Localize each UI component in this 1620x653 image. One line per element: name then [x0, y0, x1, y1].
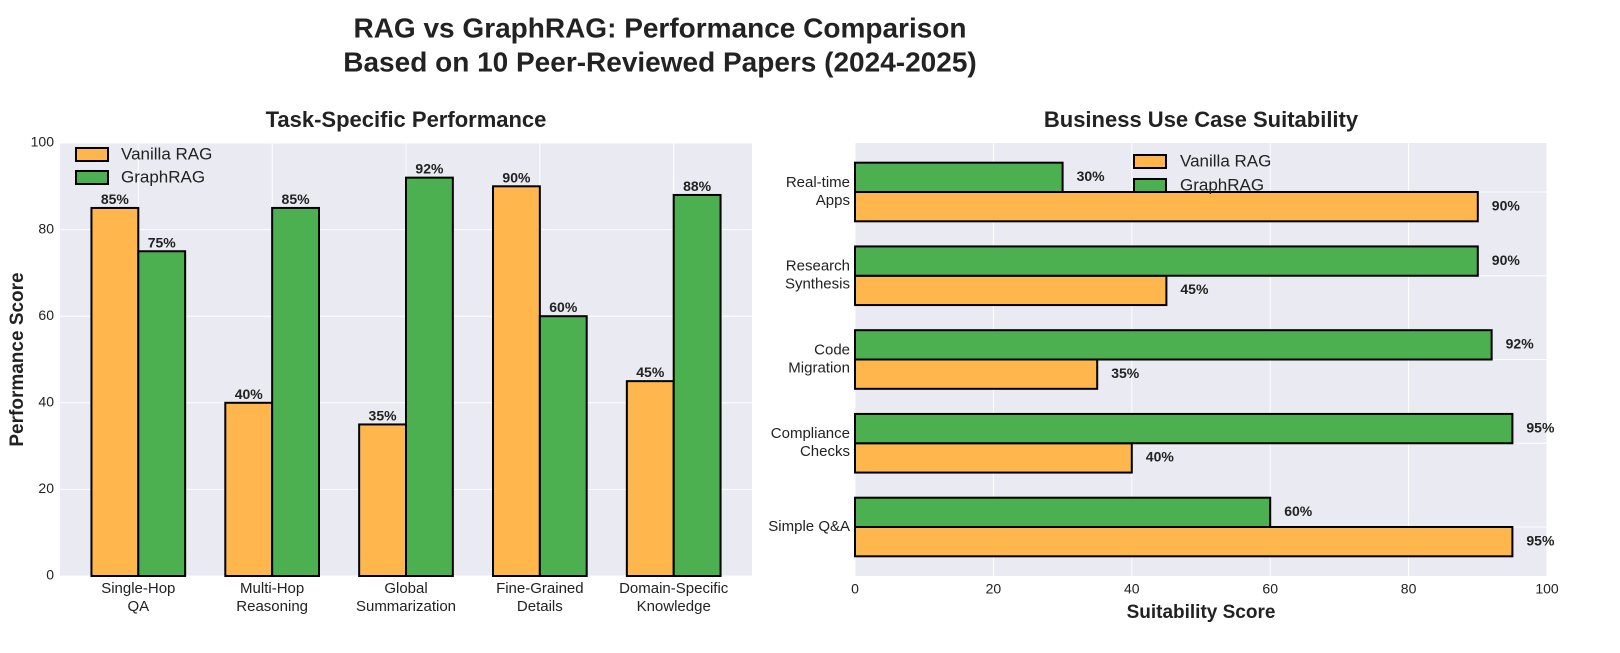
x-tick-label: 100	[1535, 581, 1559, 597]
data-label: 90%	[502, 169, 531, 185]
x-tick-label: Details	[517, 598, 563, 615]
x-tick-label: Knowledge	[637, 598, 711, 615]
x-tick-label: 80	[1401, 581, 1417, 597]
data-label: 95%	[1526, 419, 1555, 435]
data-label: 95%	[1526, 532, 1555, 548]
y-axis-label: Performance Score	[7, 272, 28, 446]
bar-vanilla-rag	[854, 442, 1133, 474]
x-tick-label: Summarization	[356, 598, 456, 615]
bar-vanilla-rag	[224, 401, 274, 577]
data-label: 35%	[369, 407, 398, 423]
bar-vanilla-rag	[625, 380, 675, 577]
data-label: 75%	[148, 234, 177, 250]
data-label: 30%	[1077, 168, 1106, 184]
y-tick-label: 60	[38, 307, 54, 323]
x-tick-label: Multi-Hop	[240, 580, 304, 597]
data-label: 45%	[636, 364, 665, 380]
bar-vanilla-rag	[90, 206, 140, 577]
data-label: 60%	[1284, 503, 1313, 519]
data-label: 90%	[1492, 252, 1521, 268]
data-label: 40%	[1146, 449, 1175, 465]
y-tick-label: Compliance	[771, 425, 850, 442]
bar-vanilla-rag	[492, 185, 541, 578]
y-tick-label: Real-time	[786, 174, 850, 191]
x-tick-label: 0	[851, 581, 859, 597]
legend-swatch	[75, 147, 109, 162]
suptitle-line-2: Based on 10 Peer-Reviewed Papers (2024-2…	[343, 46, 976, 77]
bar-vanilla-rag	[854, 274, 1168, 307]
y-tick-label: 40	[38, 394, 54, 410]
y-tick-label: Checks	[800, 443, 850, 460]
bar-graphrag	[405, 176, 454, 577]
data-label: 90%	[1492, 197, 1521, 213]
bar-graphrag	[538, 315, 588, 577]
bar-vanilla-rag	[854, 190, 1479, 223]
y-tick-label: Simple Q&A	[768, 518, 850, 535]
legend-swatch	[75, 170, 109, 185]
bar-vanilla-rag	[358, 423, 407, 578]
data-label: 35%	[1111, 365, 1140, 381]
data-label: 85%	[101, 191, 130, 207]
x-tick-label: 20	[986, 581, 1002, 597]
legend-label: GraphRAG	[1180, 175, 1264, 194]
x-tick-label: Global	[384, 580, 427, 597]
legend-label: Vanilla RAG	[121, 144, 212, 163]
data-label: 92%	[415, 161, 444, 177]
y-tick-label: Code	[814, 341, 850, 358]
bar-graphrag	[672, 193, 722, 578]
x-tick-label: Single-Hop	[101, 580, 175, 597]
x-tick-label: Domain-Specific	[619, 580, 729, 597]
x-tick-label: 60	[1262, 581, 1278, 597]
bar-graphrag	[854, 329, 1493, 361]
chart-title: Task-Specific Performance	[266, 107, 547, 132]
bar-vanilla-rag	[854, 358, 1099, 390]
chart-title: Business Use Case Suitability	[1044, 107, 1359, 132]
legend-label: GraphRAG	[121, 167, 205, 186]
data-label: 45%	[1180, 281, 1209, 297]
bar-vanilla-rag	[854, 526, 1514, 558]
legend-swatch	[1133, 154, 1167, 169]
y-tick-label: Synthesis	[785, 276, 850, 293]
bar-graphrag	[854, 496, 1272, 529]
bar-graphrag	[854, 412, 1514, 445]
y-tick-label: 20	[38, 480, 54, 496]
bar-graphrag	[854, 161, 1064, 193]
x-tick-label: 40	[1124, 581, 1140, 597]
legend-label: Vanilla RAG	[1180, 151, 1271, 170]
bar-graphrag	[271, 206, 320, 577]
y-tick-label: Migration	[788, 359, 850, 376]
bar-graphrag	[137, 250, 187, 577]
data-label: 92%	[1506, 336, 1535, 352]
legend-swatch	[1133, 178, 1167, 193]
x-tick-label: QA	[127, 598, 149, 615]
x-tick-label: Fine-Grained	[496, 580, 584, 597]
suptitle-line-1: RAG vs GraphRAG: Performance Comparison	[353, 12, 966, 43]
y-tick-label: Apps	[816, 192, 850, 209]
data-label: 60%	[549, 299, 578, 315]
y-tick-label: 100	[31, 134, 55, 150]
x-axis-label: Suitability Score	[1127, 602, 1276, 623]
bar-graphrag	[854, 245, 1479, 277]
y-tick-label: 0	[46, 567, 54, 583]
data-label: 85%	[282, 191, 311, 207]
y-tick-label: Research	[786, 258, 850, 275]
data-label: 40%	[235, 386, 264, 402]
y-tick-label: 80	[38, 220, 54, 236]
x-tick-label: Reasoning	[236, 598, 308, 615]
data-label: 88%	[683, 178, 712, 194]
